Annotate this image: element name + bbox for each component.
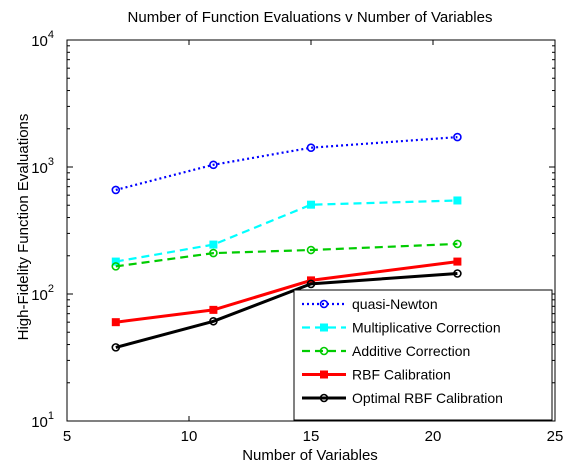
legend-marker (319, 393, 329, 403)
legend-marker (319, 299, 329, 309)
legend-marker (320, 370, 328, 379)
data-point (453, 132, 462, 142)
y-tick-base: 10 (31, 33, 48, 50)
y-tick-label: 104 (31, 29, 54, 50)
y-tick-exponent: 4 (48, 29, 54, 41)
series-1 (111, 196, 462, 266)
legend: quasi-Newton Multiplicative Correction Add… (293, 289, 553, 421)
x-tick-label: 5 (63, 428, 71, 445)
series-line (115, 260, 458, 324)
data-point (209, 248, 218, 258)
x-tick-label: 25 (547, 428, 564, 445)
chart-title: Number of Function Evaluations v Number … (128, 9, 493, 26)
legend-item: Additive Correction (302, 343, 470, 359)
data-point (111, 262, 121, 271)
data-point (453, 257, 462, 266)
series-line (115, 199, 458, 263)
series-line (115, 272, 458, 349)
plot-layer (111, 132, 462, 352)
data-point (209, 316, 218, 326)
series-2 (111, 239, 462, 271)
data-point (209, 160, 218, 170)
y-tick-base: 10 (31, 414, 48, 431)
x-tick-label: 20 (425, 428, 442, 445)
y-axis-label: High-Fidelity Function Evaluations (15, 114, 32, 341)
legend-item: quasi-Newton (302, 296, 438, 312)
legend-label: Optimal RBF Calibration (352, 390, 503, 406)
y-tick-exponent: 3 (48, 156, 54, 168)
y-tick-base: 10 (31, 160, 48, 177)
legend-marker (319, 346, 329, 356)
data-point (111, 343, 121, 352)
legend-item: Optimal RBF Calibration (302, 390, 503, 406)
data-point (307, 200, 315, 209)
series-0 (111, 132, 462, 195)
data-point (111, 318, 120, 327)
series-line (115, 136, 458, 191)
data-point (453, 196, 462, 205)
data-point (306, 279, 316, 289)
data-point (111, 185, 121, 195)
y-tick-base: 10 (31, 287, 48, 304)
series-4 (111, 269, 462, 352)
legend-label: RBF Calibration (352, 367, 451, 383)
y-tick-exponent: 1 (48, 410, 54, 422)
legend-label: Additive Correction (352, 343, 470, 359)
data-point (306, 143, 316, 152)
legend-label: Multiplicative Correction (352, 320, 501, 336)
y-tick-exponent: 2 (48, 283, 54, 295)
data-point (306, 245, 316, 255)
legend-marker (320, 323, 328, 332)
data-point (453, 269, 462, 278)
data-point (111, 257, 120, 266)
y-tick-label: 101 (31, 410, 54, 431)
legend-item: RBF Calibration (302, 367, 451, 383)
data-point (209, 240, 218, 249)
data-point (209, 305, 218, 314)
plot-frame (66, 39, 556, 422)
legend-item: Multiplicative Correction (302, 320, 501, 336)
x-tick-label: 10 (181, 428, 198, 445)
x-tick-label: 15 (303, 428, 320, 445)
y-tick-label: 102 (31, 283, 54, 304)
legend-label: quasi-Newton (352, 296, 438, 312)
y-tick-label: 103 (31, 156, 54, 177)
series-line (115, 242, 458, 268)
x-axis-label: Number of Variables (242, 447, 378, 464)
data-point (453, 239, 462, 249)
